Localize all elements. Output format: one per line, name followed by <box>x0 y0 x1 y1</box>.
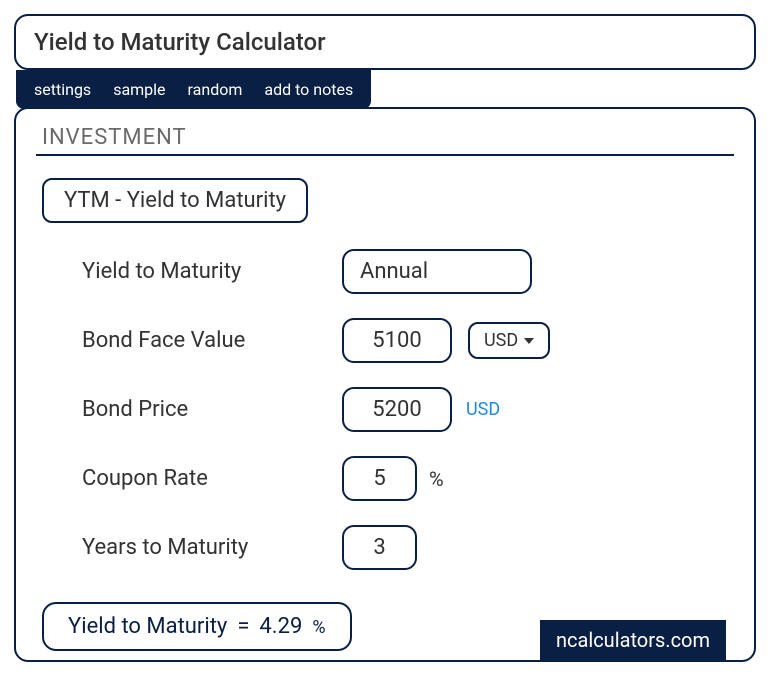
input-face-value[interactable]: 5100 <box>342 318 452 363</box>
row-coupon-rate: Coupon Rate 5 % <box>36 456 734 501</box>
label-ytm-period: Yield to Maturity <box>82 259 342 284</box>
label-bond-price: Bond Price <box>82 397 342 422</box>
tab-bar: settings sample random add to notes <box>16 70 371 109</box>
input-years[interactable]: 3 <box>342 525 417 570</box>
tab-add-to-notes[interactable]: add to notes <box>264 80 353 99</box>
row-bond-price: Bond Price 5200 USD <box>36 387 734 432</box>
tab-sample[interactable]: sample <box>113 80 165 99</box>
result-unit: % <box>312 617 325 638</box>
result-equals: = <box>237 614 249 639</box>
calculator-subheading: YTM - Yield to Maturity <box>42 178 308 223</box>
label-face-value: Bond Face Value <box>82 328 342 353</box>
suffix-usd: USD <box>466 399 500 420</box>
currency-label: USD <box>484 330 518 351</box>
calculator-panel: INVESTMENT YTM - Yield to Maturity Yield… <box>14 107 756 662</box>
currency-select[interactable]: USD <box>468 322 550 359</box>
suffix-percent: % <box>429 467 444 491</box>
watermark: ncalculators.com <box>540 620 726 660</box>
section-heading: INVESTMENT <box>36 125 734 156</box>
label-coupon-rate: Coupon Rate <box>82 466 342 491</box>
row-years: Years to Maturity 3 <box>36 525 734 570</box>
chevron-down-icon <box>524 338 534 344</box>
row-ytm-period: Yield to Maturity Annual <box>36 249 734 294</box>
result-label: Yield to Maturity <box>68 614 227 639</box>
tab-random[interactable]: random <box>188 80 243 99</box>
label-years: Years to Maturity <box>82 535 342 560</box>
result-value: 4.29 <box>259 614 302 639</box>
tab-settings[interactable]: settings <box>34 80 91 99</box>
page-title: Yield to Maturity Calculator <box>14 14 756 70</box>
input-coupon-rate[interactable]: 5 <box>342 456 417 501</box>
input-bond-price[interactable]: 5200 <box>342 387 452 432</box>
select-ytm-period[interactable]: Annual <box>342 249 532 294</box>
row-face-value: Bond Face Value 5100 USD <box>36 318 734 363</box>
result-box: Yield to Maturity = 4.29 % <box>42 602 352 651</box>
